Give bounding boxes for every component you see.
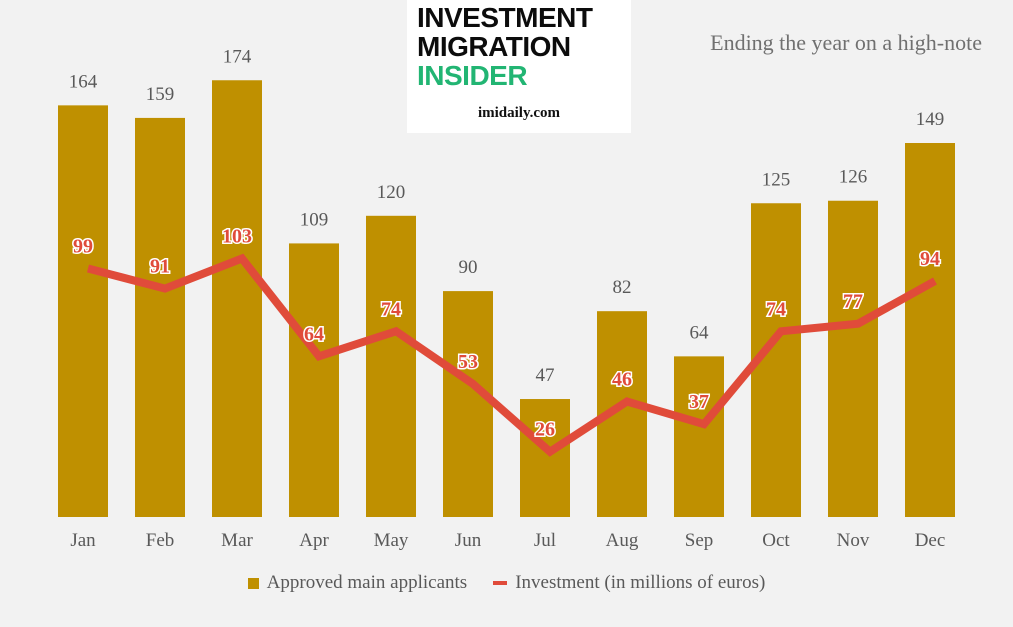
logo-line2: MIGRATION <box>417 31 571 62</box>
bar-value-label: 47 <box>536 365 555 386</box>
bar-nov <box>828 200 878 518</box>
x-tick-label: Feb <box>146 530 175 551</box>
x-tick-label: Sep <box>685 530 714 551</box>
bar-value-label: 149 <box>916 109 945 130</box>
line-value-label: 37 <box>689 391 709 413</box>
bar-feb <box>135 117 185 517</box>
x-tick-label: Jan <box>70 530 96 551</box>
legend: Approved main applicants Investment (in … <box>0 572 1013 594</box>
bar-value-label: 159 <box>146 84 175 105</box>
bar-value-label: 109 <box>300 209 329 230</box>
investment-line <box>86 253 937 457</box>
logo-line3: INSIDER <box>417 60 528 91</box>
bar-value-label: 82 <box>613 277 632 298</box>
bar-value-label: 125 <box>762 169 791 190</box>
legend-bar-label: Approved main applicants <box>266 572 468 593</box>
bar-jun <box>443 291 493 517</box>
chart-title: Ending the year on a high-note <box>710 30 982 55</box>
line-value-label: 99 <box>73 236 93 258</box>
legend-line-label: Investment (in millions of euros) <box>515 572 766 593</box>
bar-jul <box>520 399 570 517</box>
logo-line1: INVESTMENT <box>417 2 593 33</box>
legend-bar-swatch <box>247 577 259 589</box>
x-tick-label: May <box>374 530 409 551</box>
line-value-label: 64 <box>304 323 324 345</box>
line-value-label: 77 <box>843 291 863 313</box>
bar-value-label: 174 <box>223 46 252 67</box>
bar-jan <box>58 105 108 518</box>
legend-line-swatch <box>493 581 508 585</box>
bar-value-label: 126 <box>839 167 868 188</box>
line-value-label: 74 <box>381 298 401 320</box>
bar-apr <box>289 243 339 517</box>
bar-value-label: 90 <box>459 257 478 278</box>
logo: INVESTMENT MIGRATION INSIDER imidaily.co… <box>407 0 631 133</box>
line-value-label: 46 <box>612 369 632 391</box>
x-tick-label: Oct <box>762 530 790 551</box>
x-tick-label: Apr <box>299 530 329 551</box>
line-value-label: 94 <box>920 248 940 270</box>
bar-sep <box>674 356 724 517</box>
bar-value-label: 120 <box>377 182 406 203</box>
x-tick-label: Aug <box>606 530 639 551</box>
line-value-label: 74 <box>766 298 786 320</box>
bar-may <box>366 215 416 518</box>
x-tick-label: Nov <box>837 530 870 551</box>
x-tick-label: Jul <box>534 530 556 551</box>
logo-url: imidaily.com <box>477 105 561 121</box>
line-value-label: 53 <box>458 351 478 373</box>
bar-value-label: 64 <box>690 322 710 343</box>
x-tick-label: Mar <box>221 530 253 551</box>
x-tick-label: Jun <box>455 530 482 551</box>
bar-mar <box>212 80 262 517</box>
line-value-label: 91 <box>150 256 170 278</box>
x-tick-label: Dec <box>915 530 946 551</box>
bar-dec <box>905 143 955 517</box>
bar-value-label: 164 <box>69 71 98 92</box>
line-value-label: 103 <box>222 225 252 247</box>
line-value-label: 26 <box>535 419 555 441</box>
